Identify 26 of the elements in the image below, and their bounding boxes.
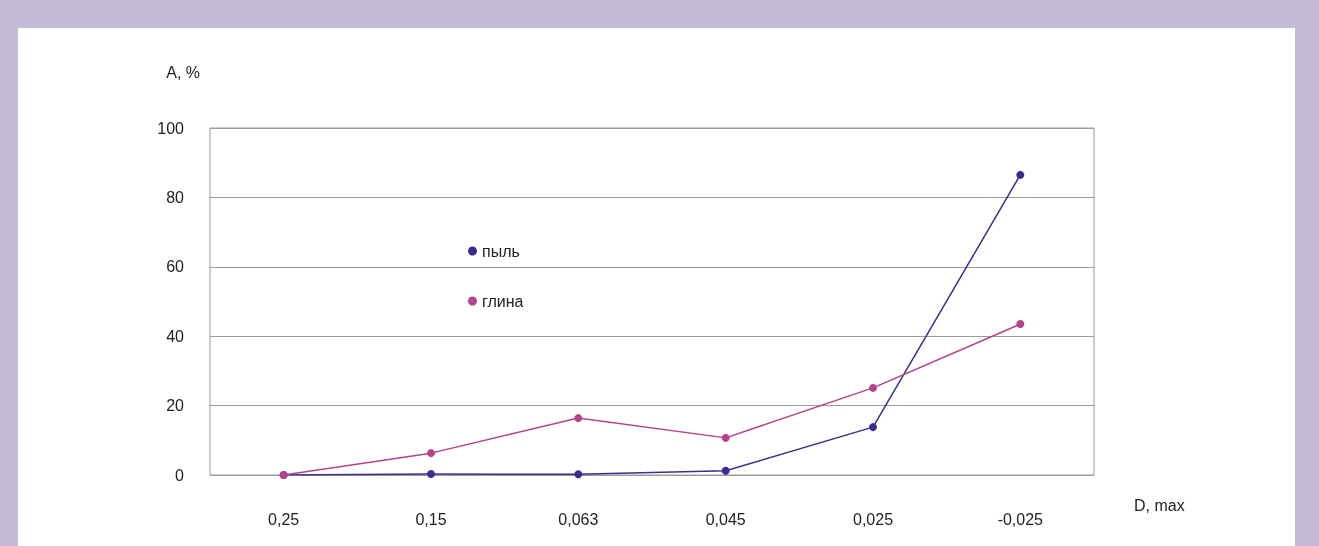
- point: [869, 383, 877, 392]
- y-tick-label: 100: [157, 119, 185, 137]
- point: [427, 449, 435, 458]
- y-tick-label: 80: [166, 188, 185, 206]
- x-tick-label: -0,025: [997, 510, 1044, 528]
- x-tick-label: 0,025: [852, 510, 894, 528]
- x-tick-label: 0,045: [705, 510, 746, 528]
- y-axis-title: A, %: [166, 63, 200, 81]
- y-tick-label: 40: [166, 327, 185, 345]
- y-tick-label: 0: [175, 466, 185, 484]
- point: [1016, 320, 1025, 329]
- point: [574, 414, 583, 423]
- y-tick-label: 20: [166, 397, 185, 415]
- x-axis-title: D, max: [1134, 496, 1185, 514]
- legend-label: глина: [482, 292, 524, 310]
- point: [1016, 170, 1025, 179]
- x-tick-label: 0,25: [268, 510, 300, 528]
- y-tick-label: 60: [166, 258, 185, 276]
- point: [869, 423, 877, 432]
- point: [427, 469, 435, 478]
- point: [721, 466, 730, 475]
- x-tick-label: 0,15: [415, 510, 447, 528]
- x-tick-label: 0,063: [558, 510, 599, 528]
- legend-label: пыль: [482, 242, 520, 260]
- point: [574, 470, 583, 479]
- point: [721, 433, 730, 442]
